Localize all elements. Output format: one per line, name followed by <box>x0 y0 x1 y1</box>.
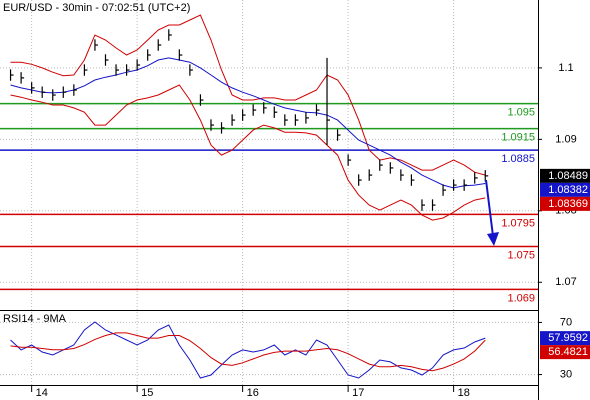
x-tick-label: 17 <box>352 387 364 399</box>
arrow-head <box>487 232 499 246</box>
level-label: 1.0885 <box>501 153 535 165</box>
chart-title: EUR/USD - 30min - 07:02:51 (UTC+2) <box>3 2 190 14</box>
y-tick-label: 1.09 <box>555 133 576 145</box>
price-label-box <box>540 196 590 211</box>
arrow-shaft <box>485 179 494 237</box>
x-tick-label: 14 <box>36 387 48 399</box>
upper-band <box>10 14 486 176</box>
price-label: 1.08489 <box>548 170 588 182</box>
x-tick-label: 18 <box>458 387 470 399</box>
y-tick-label: 70 <box>560 316 572 328</box>
price-label: 1.08369 <box>548 198 588 210</box>
level-label: 1.069 <box>507 292 535 304</box>
lower-band <box>10 84 486 221</box>
price-label-box <box>540 168 590 183</box>
price-label-box <box>540 345 590 360</box>
price-label: 1.08382 <box>548 184 588 196</box>
price-label: 56.4821 <box>548 346 588 358</box>
level-label: 1.0795 <box>501 217 535 229</box>
rsi-title: RSI14 - 9MA <box>3 313 67 325</box>
level-label: 1.0915 <box>501 132 535 144</box>
rsi-line <box>10 321 486 379</box>
level-label: 1.075 <box>507 249 535 261</box>
x-tick-label: 15 <box>141 387 153 399</box>
forecast-arrow <box>485 179 499 246</box>
level-label: 1.095 <box>507 107 535 119</box>
y-tick-label: 30 <box>560 368 572 380</box>
price-label-box <box>540 331 590 346</box>
price-label: 57.9592 <box>548 332 588 344</box>
y-tick-label: 1.07 <box>555 276 576 288</box>
y-tick-label: 1.1 <box>558 62 573 74</box>
x-tick-label: 16 <box>247 387 259 399</box>
rsi-line <box>10 332 486 372</box>
moving-average <box>10 57 486 189</box>
price-label-box <box>540 182 590 197</box>
